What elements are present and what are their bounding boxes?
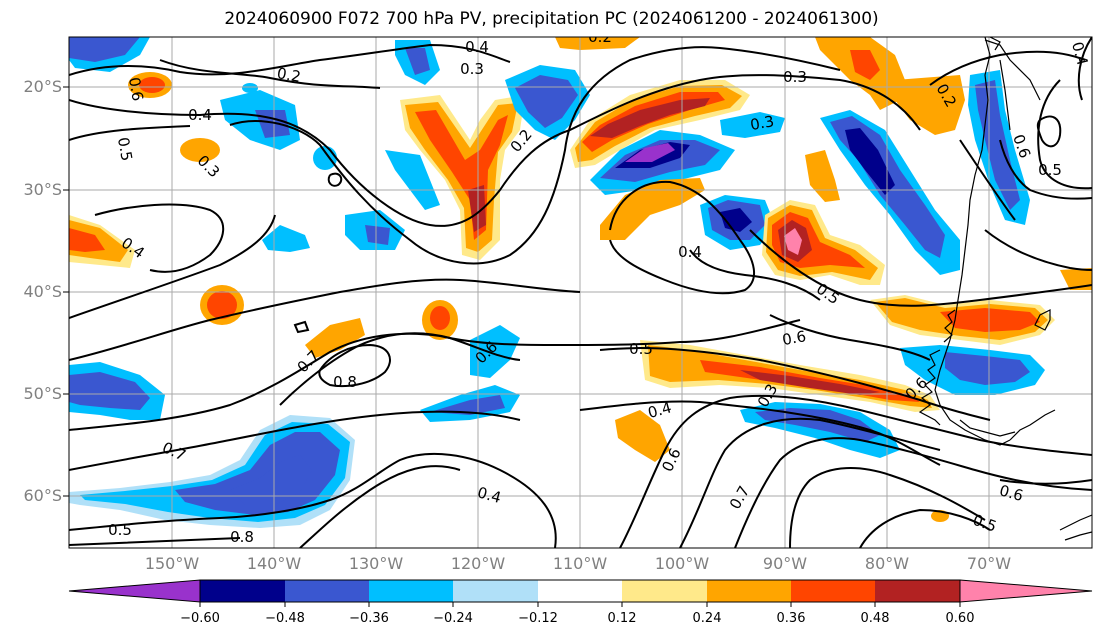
colorbar-tick-label: −0.12 (518, 611, 558, 626)
lat-label: 40°S (23, 282, 62, 301)
lat-label: 30°S (23, 180, 62, 199)
colorbar-tick-label: 0.12 (607, 611, 637, 626)
colorbar-extend-low (68, 579, 201, 603)
colorbar-tick-label: 0.48 (860, 611, 890, 626)
lon-label: 110°W (552, 554, 608, 573)
contour-label: 0.5 (629, 340, 653, 358)
contour-label: 0.8 (230, 528, 254, 546)
coastline-south-america (918, 37, 1092, 541)
lon-label: 90°W (762, 554, 808, 573)
pv-contours (69, 37, 1092, 548)
lat-label: 60°S (23, 486, 62, 505)
contour-label: 0.3 (749, 112, 776, 134)
lon-label: 140°W (246, 554, 302, 573)
contour-label: 0.8 (333, 373, 357, 391)
contour-label: 0.5 (114, 136, 136, 163)
contour-label: 0.4 (188, 106, 212, 124)
colorbar-tick-label: −0.24 (433, 611, 473, 626)
lat-label: 20°S (23, 77, 62, 96)
colorbar-tick-label: 0.60 (945, 611, 975, 626)
colorbar-tick-label: 0.36 (776, 611, 806, 626)
contour-label: 0.4 (1068, 40, 1092, 68)
contour-label: 0.6 (125, 76, 147, 103)
chart-title: 2024060900 F072 700 hPa PV, precipitatio… (224, 9, 879, 29)
lon-label: 120°W (450, 554, 506, 573)
colorbar-tick-label: −0.60 (180, 611, 220, 626)
lon-label: 80°W (864, 554, 910, 573)
colorbar-tick-label: 0.24 (692, 611, 722, 626)
colorbar (68, 579, 1093, 607)
contour-label: 0.4 (465, 38, 489, 56)
contour-label: 0.4 (678, 243, 702, 261)
colorbar-extend-high (959, 579, 1093, 603)
contour-label: 0.6 (781, 327, 808, 349)
lon-label: 150°W (144, 554, 200, 573)
contour-label: 0.3 (783, 68, 807, 86)
precip-shading (69, 37, 1092, 528)
lat-label: 50°S (23, 384, 62, 403)
colorbar-tick-label: −0.48 (265, 611, 305, 626)
contour-label: 0.5 (108, 521, 132, 539)
contour-label: 0.3 (460, 60, 484, 78)
contour-label: 0.2 (276, 64, 303, 86)
contour-label: 0.4 (646, 398, 674, 422)
contour-label: 0.4 (475, 483, 503, 507)
lon-label: 100°W (654, 554, 710, 573)
lon-label: 130°W (348, 554, 404, 573)
contour-label: 0.2 (588, 28, 612, 46)
lon-label: 70°W (966, 554, 1012, 573)
colorbar-tick-label: −0.36 (349, 611, 389, 626)
contour-label: 0.5 (1038, 161, 1062, 179)
contour-label: 0.6 (997, 481, 1025, 505)
